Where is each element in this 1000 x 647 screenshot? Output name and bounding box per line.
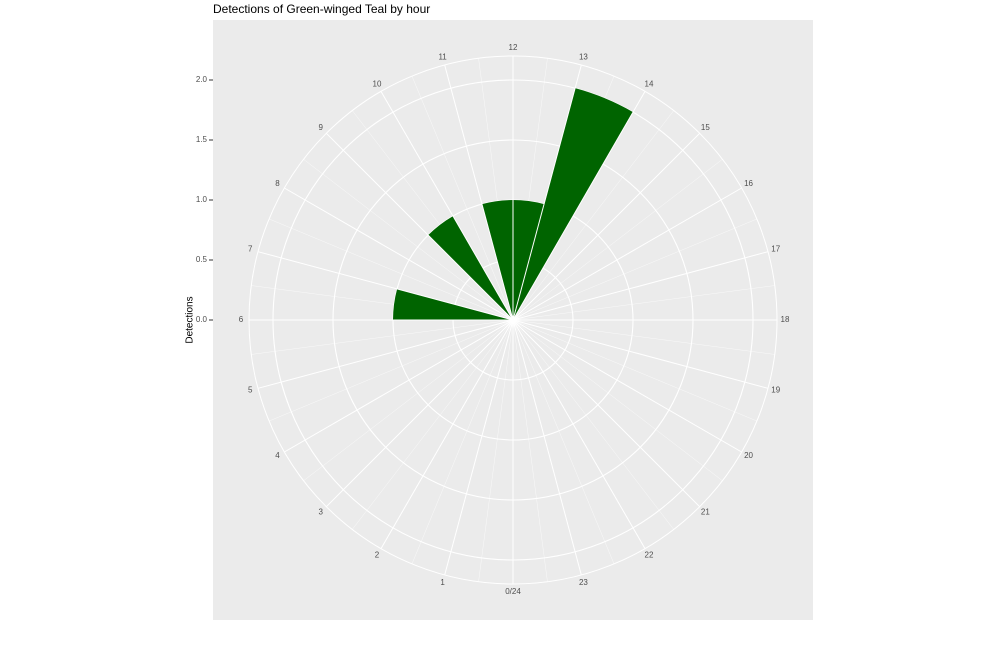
y-axis-label: Detections xyxy=(185,296,196,343)
minor-spoke xyxy=(478,319,514,582)
angle-label: 12 xyxy=(509,43,518,52)
major-spoke xyxy=(325,319,514,508)
angle-label: 5 xyxy=(248,386,253,395)
minor-spoke xyxy=(269,218,514,321)
major-spoke xyxy=(512,319,582,576)
minor-spoke xyxy=(251,319,514,355)
major-spoke xyxy=(284,187,514,321)
angle-label: 14 xyxy=(645,80,654,89)
major-spoke xyxy=(444,319,514,576)
minor-spoke xyxy=(512,319,757,422)
angle-label: 19 xyxy=(771,386,780,395)
angle-label: 8 xyxy=(275,179,280,188)
minor-spoke xyxy=(352,319,514,530)
minor-spoke xyxy=(512,285,775,321)
angle-label: 4 xyxy=(275,451,280,460)
minor-spoke xyxy=(303,319,514,481)
chart-title: Detections of Green-winged Teal by hour xyxy=(213,2,430,16)
major-spoke xyxy=(512,64,582,321)
major-spoke xyxy=(380,91,514,321)
major-spoke xyxy=(512,319,742,453)
y-tick-label: 0.0 xyxy=(196,315,208,324)
minor-spoke xyxy=(411,319,514,564)
major-spoke xyxy=(325,132,514,321)
angle-label: 6 xyxy=(239,315,244,324)
angle-label: 11 xyxy=(438,52,447,61)
minor-spoke xyxy=(512,319,674,530)
angle-label: 23 xyxy=(579,578,588,587)
angle-label: 2 xyxy=(375,551,380,560)
major-spoke xyxy=(380,319,514,549)
minor-spoke xyxy=(512,159,723,321)
minor-spoke xyxy=(269,319,514,422)
y-tick-label: 1.0 xyxy=(196,195,208,204)
angle-label: 0/24 xyxy=(505,587,521,596)
angle-label: 18 xyxy=(781,315,790,324)
angle-label: 10 xyxy=(373,80,382,89)
major-spoke xyxy=(512,251,769,321)
minor-spoke xyxy=(512,218,757,321)
bar xyxy=(513,88,633,321)
angle-label: 22 xyxy=(645,551,654,560)
major-spoke xyxy=(512,187,742,321)
y-tick-label: 1.5 xyxy=(196,135,208,144)
minor-spoke xyxy=(411,76,514,321)
minor-spoke xyxy=(512,319,775,355)
minor-spoke xyxy=(303,159,514,321)
major-spoke xyxy=(512,319,701,508)
angle-label: 13 xyxy=(579,52,588,61)
minor-spoke xyxy=(512,319,723,481)
angle-label: 7 xyxy=(248,245,253,254)
angle-label: 3 xyxy=(318,507,323,516)
angle-label: 21 xyxy=(701,507,710,516)
major-spoke xyxy=(512,132,701,321)
angle-label: 17 xyxy=(771,245,780,254)
minor-spoke xyxy=(512,319,548,582)
major-spoke xyxy=(257,251,514,321)
bar xyxy=(428,216,513,320)
angle-label: 16 xyxy=(744,179,753,188)
angle-label: 15 xyxy=(701,123,710,132)
major-spoke xyxy=(512,319,769,389)
major-spoke xyxy=(444,64,514,321)
major-spoke xyxy=(257,319,514,389)
y-tick-label: 2.0 xyxy=(196,75,208,84)
y-tick-label: 0.5 xyxy=(196,255,208,264)
angle-label: 20 xyxy=(744,451,753,460)
minor-spoke xyxy=(512,319,615,564)
angle-label: 1 xyxy=(440,578,445,587)
angle-label: 9 xyxy=(318,123,323,132)
minor-spoke xyxy=(512,110,674,321)
major-spoke xyxy=(512,319,646,549)
major-spoke xyxy=(284,319,514,453)
major-spoke xyxy=(512,91,646,321)
